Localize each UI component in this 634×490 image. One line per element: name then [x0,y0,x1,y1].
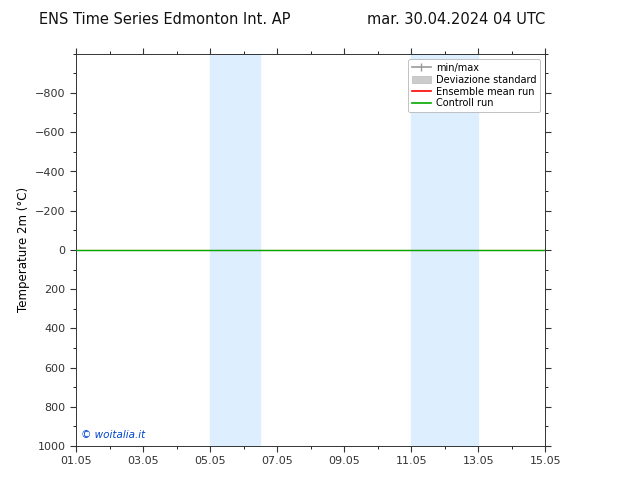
Y-axis label: Temperature 2m (°C): Temperature 2m (°C) [16,187,30,313]
Bar [210,54,261,446]
Text: © woitalia.it: © woitalia.it [81,430,145,440]
Text: mar. 30.04.2024 04 UTC: mar. 30.04.2024 04 UTC [367,12,546,27]
Bar [411,54,478,446]
Text: ENS Time Series Edmonton Int. AP: ENS Time Series Edmonton Int. AP [39,12,290,27]
Legend: min/max, Deviazione standard, Ensemble mean run, Controll run: min/max, Deviazione standard, Ensemble m… [408,59,540,112]
